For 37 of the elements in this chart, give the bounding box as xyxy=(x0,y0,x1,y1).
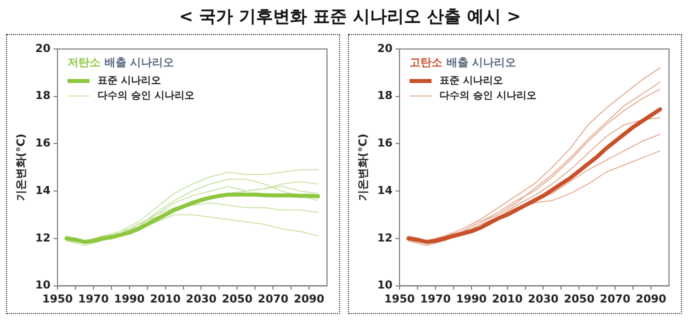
y-tick-label: 18 xyxy=(35,89,51,102)
chart-title: < 국가 기후변화 표준 시나리오 산출 예시 > xyxy=(178,6,522,29)
legend-label: 표준 시나리오 xyxy=(98,76,161,87)
y-tick-label: 14 xyxy=(377,184,393,197)
x-tick-label: 1990 xyxy=(456,292,488,306)
x-tick-label: 1970 xyxy=(78,292,110,306)
x-tick-label: 2010 xyxy=(150,292,181,306)
y-tick-label: 10 xyxy=(377,278,393,292)
y-tick-label: 18 xyxy=(377,89,393,102)
x-tick-label: 1990 xyxy=(114,292,146,306)
y-tick-label: 12 xyxy=(377,231,393,244)
y-tick-label: 12 xyxy=(35,231,51,244)
x-tick-label: 2030 xyxy=(186,292,217,306)
x-tick-label: 2070 xyxy=(258,292,289,306)
x-tick-label: 1970 xyxy=(420,292,452,306)
x-tick-label: 2030 xyxy=(528,292,559,306)
x-tick-label: 1950 xyxy=(384,292,416,306)
x-tick-label: 2070 xyxy=(600,292,631,306)
legend-label: 다수의 승인 시나리오 xyxy=(98,90,194,102)
legend-title: 저탄소 배출 시나리오 xyxy=(68,56,174,69)
y-axis-title: 기온변화(°C) xyxy=(356,134,370,202)
x-tick-label: 2010 xyxy=(492,292,523,306)
y-tick-label: 20 xyxy=(35,42,51,55)
y-tick-label: 14 xyxy=(35,184,51,197)
y-tick-label: 16 xyxy=(35,136,51,150)
y-tick-label: 10 xyxy=(35,278,51,292)
x-tick-label: 2090 xyxy=(294,292,325,306)
x-tick-label: 2050 xyxy=(564,292,595,306)
legend-title: 고탄소 배출 시나리오 xyxy=(410,56,516,69)
y-tick-label: 20 xyxy=(377,42,393,55)
y-axis-title: 기온변화(°C) xyxy=(14,134,28,202)
y-tick-label: 16 xyxy=(377,136,393,150)
x-tick-label: 1950 xyxy=(42,292,74,306)
x-tick-label: 2090 xyxy=(636,292,667,306)
x-tick-label: 2050 xyxy=(222,292,253,306)
legend-label: 표준 시나리오 xyxy=(440,76,503,87)
legend-label: 다수의 승인 시나리오 xyxy=(440,90,536,102)
